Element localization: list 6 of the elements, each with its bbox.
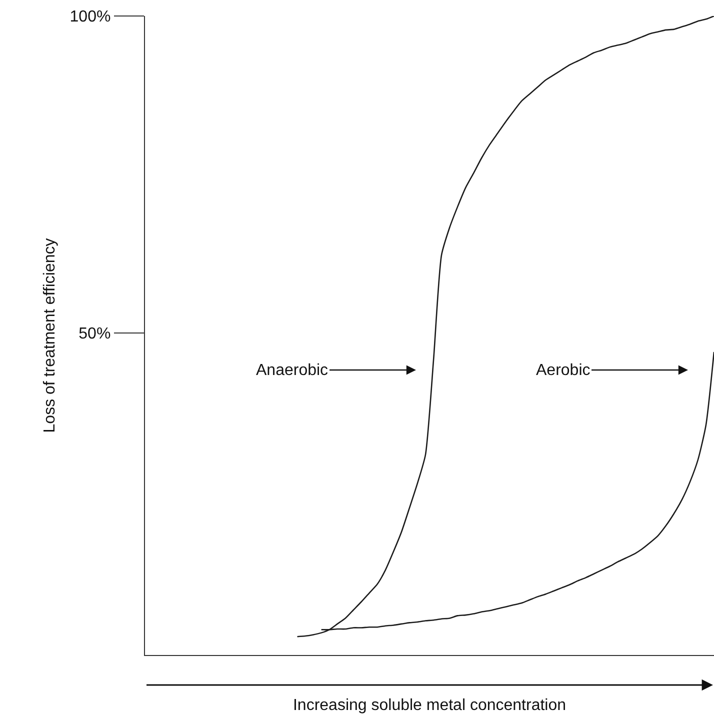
- y-tick-label: 50%: [78, 326, 111, 343]
- annotation: Anaerobic: [256, 362, 328, 379]
- y-tick-label: 100%: [70, 8, 111, 26]
- x-axis-title: Increasing soluble metal concentration: [292, 697, 566, 714]
- annotation: Aerobic: [536, 362, 590, 379]
- y-axis-title: Loss of treatment efficiency: [42, 238, 59, 433]
